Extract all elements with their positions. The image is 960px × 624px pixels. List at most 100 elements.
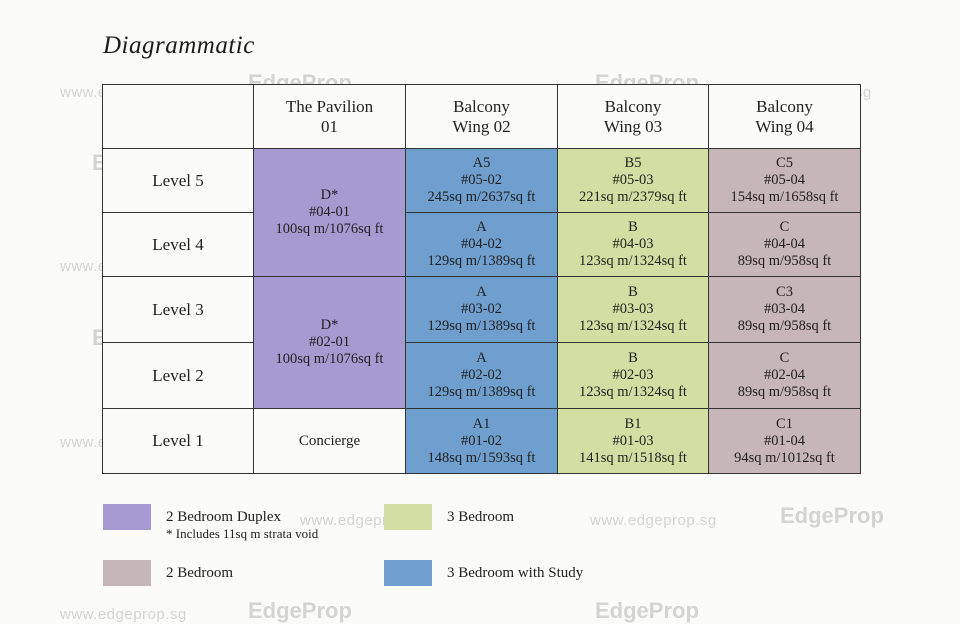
legend-item-3-bedroom-with-study: 3 Bedroom with Study [384,560,583,586]
unit-number: #04-02 [460,236,503,252]
unit-type: D* [320,187,339,203]
unit-size: 129sq m/1389sq ft [427,253,536,269]
unit-type: A [476,284,487,300]
unit-cell-02-03: B #02-03 123sq m/1324sq ft [558,343,709,409]
unit-type: C3 [776,284,793,300]
unit-cell-05-04: C5 #05-04 154sq m/1658sq ft [709,149,861,213]
unit-number: #02-02 [460,367,503,383]
unit-cell-03-03: B #03-03 123sq m/1324sq ft [558,277,709,343]
unit-size: 141sq m/1518sq ft [579,449,687,466]
legend-swatch-mauve [103,560,151,586]
unit-cell-04-02: A #04-02 129sq m/1389sq ft [406,213,558,277]
level-label: Level 1 [152,431,204,450]
corner-cell [103,85,254,149]
level-label: Level 2 [152,365,204,385]
unit-number: #02-04 [763,367,806,383]
unit-cell-04-01: D* #04-01 100sq m/1076sq ft [254,149,406,277]
unit-number: #04-04 [763,236,806,252]
row-label-level-1: Level 1 [103,409,254,474]
watermark-site: www.edgeprop.sg [60,606,187,623]
unit-number: #01-03 [612,432,654,449]
unit-cell-02-02: A #02-02 129sq m/1389sq ft [406,343,558,409]
unit-type: A1 [472,415,491,432]
level-label: Level 3 [152,299,204,319]
unit-type: C5 [776,155,793,171]
unit-type: C [779,350,790,366]
column-header-wing-04: Balcony Wing 04 [709,85,861,149]
unit-size: 89sq m/958sq ft [737,253,832,269]
unit-size: 245sq m/2637sq ft [427,189,536,205]
header-line2: 01 [321,116,338,136]
unit-number: #05-02 [460,172,503,188]
unit-size: 148sq m/1593sq ft [427,449,536,466]
legend-label: 3 Bedroom with Study [447,565,584,581]
unit-number: #01-02 [460,432,503,449]
unit-size: 221sq m/2379sq ft [579,189,687,205]
unit-size: 89sq m/958sq ft [737,384,832,400]
unit-size: 89sq m/958sq ft [737,318,832,334]
unit-type: A [476,350,487,366]
unit-size: 154sq m/1658sq ft [730,189,839,205]
unit-number: #03-03 [612,301,654,317]
unit-type: A5 [472,155,491,171]
unit-size: 100sq m/1076sq ft [275,221,384,237]
header-line2: Wing 04 [755,116,814,136]
unit-size: 123sq m/1324sq ft [579,318,687,334]
column-header-wing-02: Balcony Wing 02 [406,85,558,149]
unit-number: #02-01 [308,334,351,350]
row-label-level-4: Level 4 [103,213,254,277]
unit-number: #05-04 [763,172,806,188]
unit-cell-03-02: A #03-02 129sq m/1389sq ft [406,277,558,343]
header-line1: Balcony [604,96,662,116]
page-title: Diagrammatic [103,32,255,59]
unit-type: B [628,350,638,366]
unit-size: 100sq m/1076sq ft [275,351,384,367]
unit-type: C [779,219,790,235]
column-header-pavilion: The Pavilion 01 [254,85,406,149]
legend-label: 2 Bedroom [166,565,234,581]
unit-type: A [476,219,487,235]
unit-number: #03-02 [460,301,503,317]
watermark-logo: EdgeProp [248,598,352,623]
legend-label: 3 Bedroom [447,509,515,525]
unit-cell-04-03: B #04-03 123sq m/1324sq ft [558,213,709,277]
unit-cell-01-04: C1 #01-04 94sq m/1012sq ft [709,409,861,474]
row-label-level-3: Level 3 [103,277,254,343]
column-header-wing-03: Balcony Wing 03 [558,85,709,149]
unit-size: 129sq m/1389sq ft [427,318,536,334]
unit-number: #02-03 [612,367,654,383]
row-label-level-2: Level 2 [103,343,254,409]
legend-swatch-purple [103,504,151,530]
unit-type: B5 [624,155,642,171]
unit-cell-01-02: A1 #01-02 148sq m/1593sq ft [406,409,558,474]
unit-size: 123sq m/1324sq ft [579,384,687,400]
legend-label: 2 Bedroom Duplex [166,509,281,525]
unit-cell-05-03: B5 #05-03 221sq m/2379sq ft [558,149,709,213]
unit-cell-05-02: A5 #05-02 245sq m/2637sq ft [406,149,558,213]
level-label: Level 5 [152,170,204,190]
unit-diagram-table: The Pavilion 01 Balcony Wing 02 Balcony … [102,84,861,474]
unit-size: 123sq m/1324sq ft [579,253,687,269]
unit-cell-02-01: D* #02-01 100sq m/1076sq ft [254,277,406,409]
legend-item-3-bedroom: 3 Bedroom [384,504,514,530]
header-line2: Wing 02 [452,116,511,136]
concierge-label: Concierge [298,432,361,449]
level-label: Level 4 [152,234,204,254]
unit-cell-04-04: C #04-04 89sq m/958sq ft [709,213,861,277]
unit-number: #04-03 [612,236,654,252]
unit-type: C1 [776,415,793,432]
unit-number: #03-04 [763,301,806,317]
unit-type: D* [320,317,339,333]
watermark-site: www.edgeprop.sg [590,512,717,529]
unit-size: 129sq m/1389sq ft [427,384,536,400]
header-line2: Wing 03 [603,116,663,136]
concierge-cell: Concierge [254,409,406,474]
unit-cell-02-04: C #02-04 89sq m/958sq ft [709,343,861,409]
header-line1: Balcony [756,96,813,116]
watermark-logo: EdgeProp [780,503,884,528]
unit-number: #05-03 [612,172,654,188]
row-label-level-5: Level 5 [103,149,254,213]
unit-type: B [628,284,638,300]
unit-number: #04-01 [308,204,351,220]
legend-item-2-bedroom-duplex: 2 Bedroom Duplex * Includes 11sq m strat… [103,504,318,542]
